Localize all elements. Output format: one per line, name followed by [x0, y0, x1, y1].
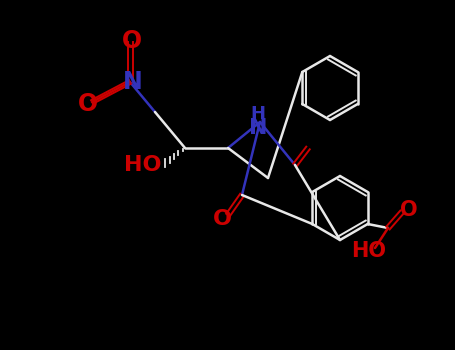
Text: N: N: [123, 70, 143, 94]
Text: O: O: [400, 200, 418, 220]
Text: N: N: [249, 118, 267, 138]
Text: O: O: [122, 29, 142, 53]
Text: HO: HO: [124, 155, 162, 175]
Text: O: O: [78, 92, 98, 116]
Text: HO: HO: [352, 241, 386, 261]
Text: O: O: [212, 209, 232, 229]
Text: H: H: [251, 105, 266, 123]
